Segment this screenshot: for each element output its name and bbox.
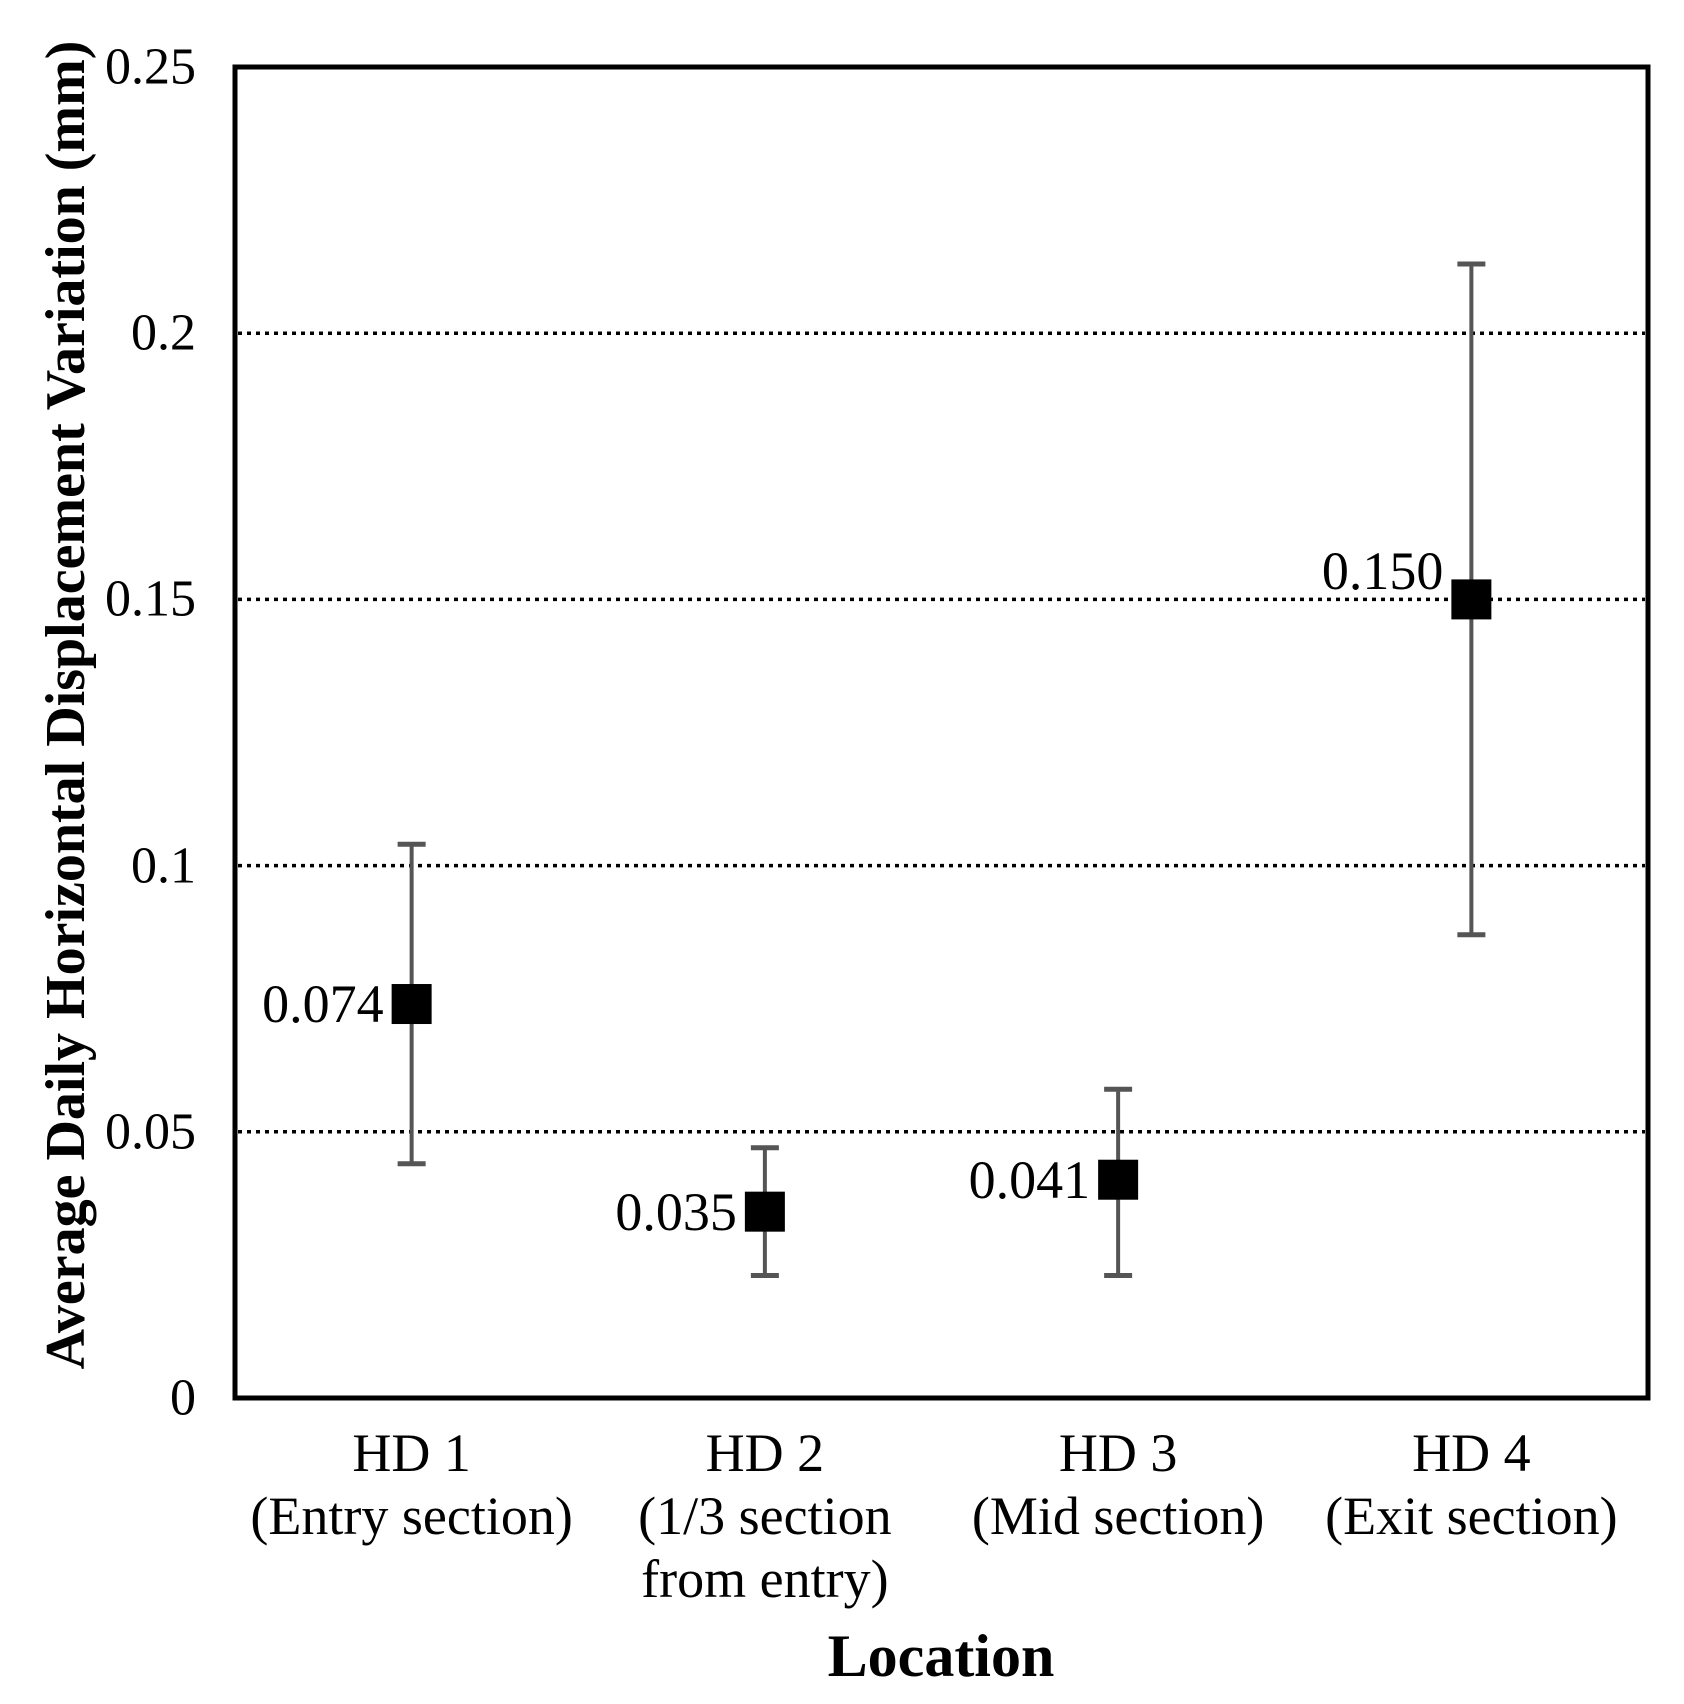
plot-border [232,64,1651,1401]
data-point-label: 0.035 [615,1181,737,1242]
x-category-label-line: (Exit section) [1325,1486,1618,1546]
x-category-label-line: HD 1 [352,1423,471,1483]
data-point-label: 0.150 [1321,541,1444,602]
data-point-label: 0.041 [968,1149,1091,1210]
x-category-label: HD 1 (Entry section) [250,1422,572,1548]
data-marker [1098,1159,1139,1200]
x-category-label-line: HD 4 [1412,1423,1531,1483]
x-category-label: HD 4 (Exit section) [1325,1422,1617,1548]
x-category-label-line: (Mid section) [971,1486,1265,1546]
y-tick-label: 0 [170,1369,196,1427]
y-tick-label: 0.2 [131,304,196,362]
data-marker [744,1191,785,1232]
x-category-label-line: from entry) [641,1549,889,1609]
y-tick-label: 0.15 [105,570,196,628]
x-category-label-line: HD 2 [705,1423,825,1483]
x-category-label: HD 3 (Mid section) [972,1422,1264,1548]
y-tick-label: 0.1 [131,837,196,895]
y-tick-label: 0.25 [105,38,196,96]
data-marker [391,984,432,1025]
x-category-label: HD 2 (1/3 section from entry) [638,1422,891,1611]
x-category-label-line: (Entry section) [250,1486,573,1546]
x-category-label-line: HD 3 [1058,1423,1178,1483]
data-marker [1451,579,1492,620]
x-category-label-line: (1/3 section [638,1486,892,1546]
data-point-label: 0.074 [262,974,384,1035]
y-tick-label: 0.05 [105,1103,196,1161]
x-axis-title: Location [827,1623,1055,1689]
